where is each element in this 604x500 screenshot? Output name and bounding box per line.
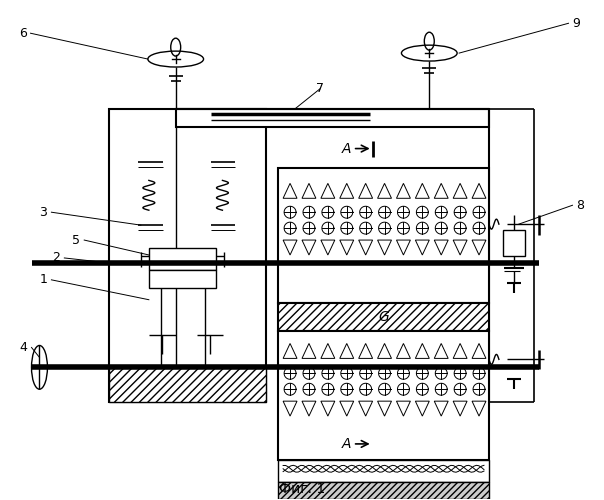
Bar xyxy=(109,109,266,402)
Text: 8: 8 xyxy=(576,198,585,212)
Bar xyxy=(278,330,489,460)
Text: 1: 1 xyxy=(39,274,47,286)
Text: 3: 3 xyxy=(39,206,47,218)
Bar xyxy=(278,482,489,498)
Bar xyxy=(109,368,266,402)
Text: A: A xyxy=(342,437,352,451)
Bar xyxy=(278,460,489,481)
Bar xyxy=(149,270,216,288)
Text: A: A xyxy=(342,142,352,156)
Bar xyxy=(278,302,489,330)
Bar xyxy=(176,109,489,126)
Text: 5: 5 xyxy=(72,234,80,246)
Text: 2: 2 xyxy=(53,252,60,264)
Text: ( (: ( ( xyxy=(177,254,188,264)
Text: 6: 6 xyxy=(19,26,28,40)
Bar xyxy=(149,248,216,270)
Text: 4: 4 xyxy=(19,341,28,354)
Text: 7: 7 xyxy=(316,82,324,96)
Text: 9: 9 xyxy=(573,17,580,30)
Bar xyxy=(278,168,489,302)
Text: G: G xyxy=(378,310,389,324)
Text: Фиг. 1: Фиг. 1 xyxy=(279,482,325,496)
Bar xyxy=(503,230,525,256)
